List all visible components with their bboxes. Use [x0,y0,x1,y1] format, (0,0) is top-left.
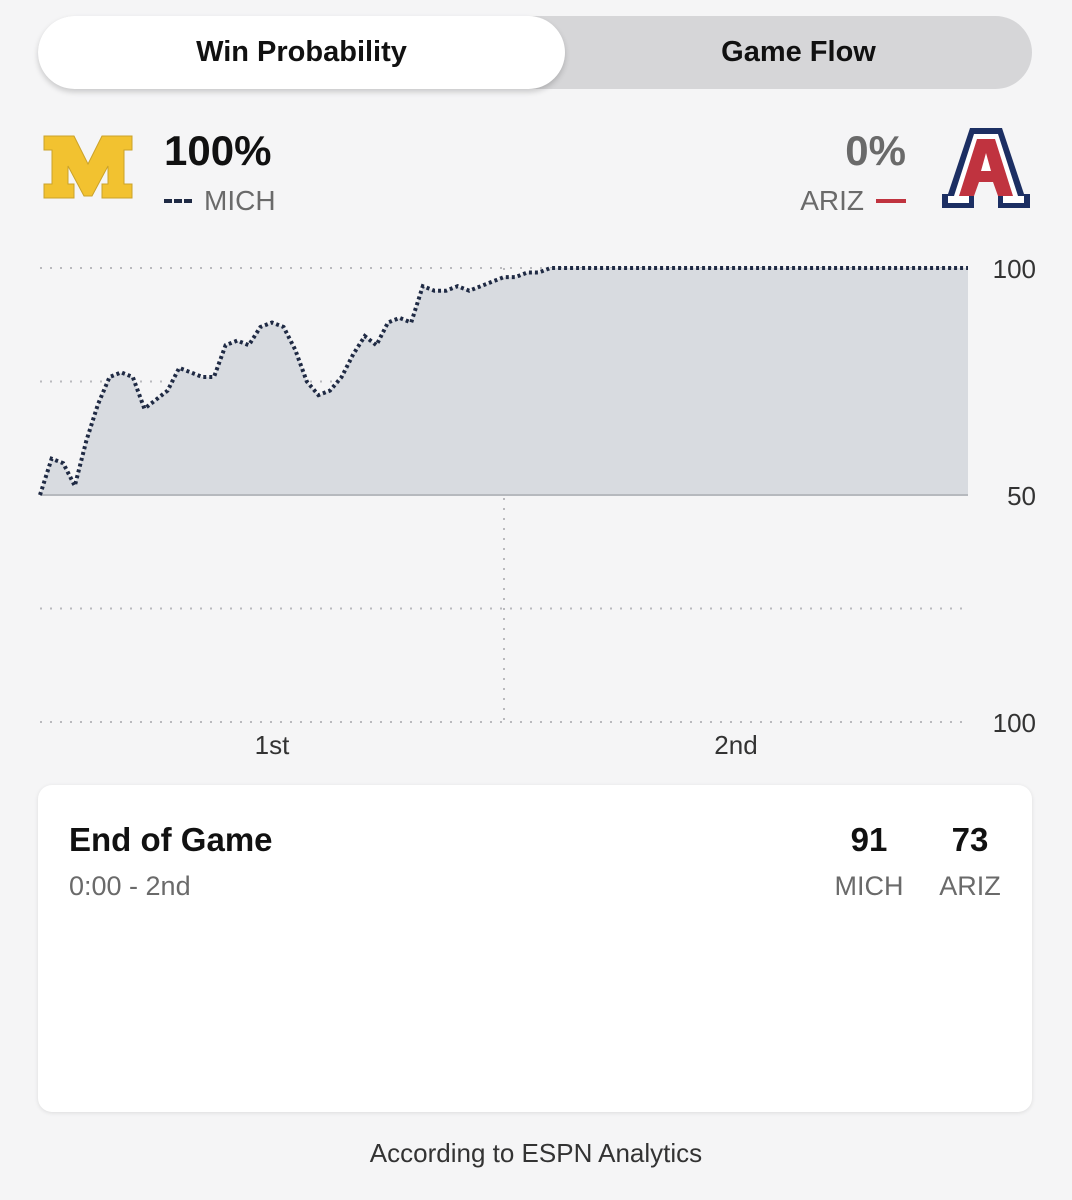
tab-win-probability[interactable]: Win Probability [38,16,565,89]
home-score-abbr: MICH [834,871,904,901]
game-state-card: End of Game 0:00 - 2nd 91 MICH 73 ARIZ [38,785,1032,1112]
arizona-logo-icon [942,128,1030,208]
y-tick-label: 100 [993,254,1036,284]
source-note: According to ESPN Analytics [369,1138,703,1168]
away-score-abbr: ARIZ [939,871,1001,901]
michigan-logo-icon [43,135,133,199]
y-tick-label: 50 [1007,481,1036,511]
home-legend: MICH [164,183,276,219]
away-score: 73 [951,821,989,858]
x-period-label: 1st [255,730,290,760]
x-period-label: 2nd [714,730,757,760]
home-team-abbr: MICH [204,185,276,216]
game-status: End of Game [69,821,273,858]
away-win-probability: 0% [845,127,906,174]
mich-probability-area [40,268,968,495]
y-tick-label: 100 [993,708,1036,738]
game-clock: 0:00 - 2nd [69,871,191,901]
away-legend-line [876,199,906,203]
away-legend: ARIZ [800,183,906,219]
home-legend-line [164,199,192,203]
away-team-abbr: ARIZ [800,185,864,216]
home-win-probability: 100% [164,127,272,174]
win-probability-chart: 100 50 100 1st 2nd [38,254,1036,760]
mich-probability-line [38,266,968,496]
home-score: 91 [850,821,888,858]
tab-game-flow[interactable]: Game Flow [721,36,876,68]
view-tab-switcher: Win Probability Game Flow [38,16,1032,89]
